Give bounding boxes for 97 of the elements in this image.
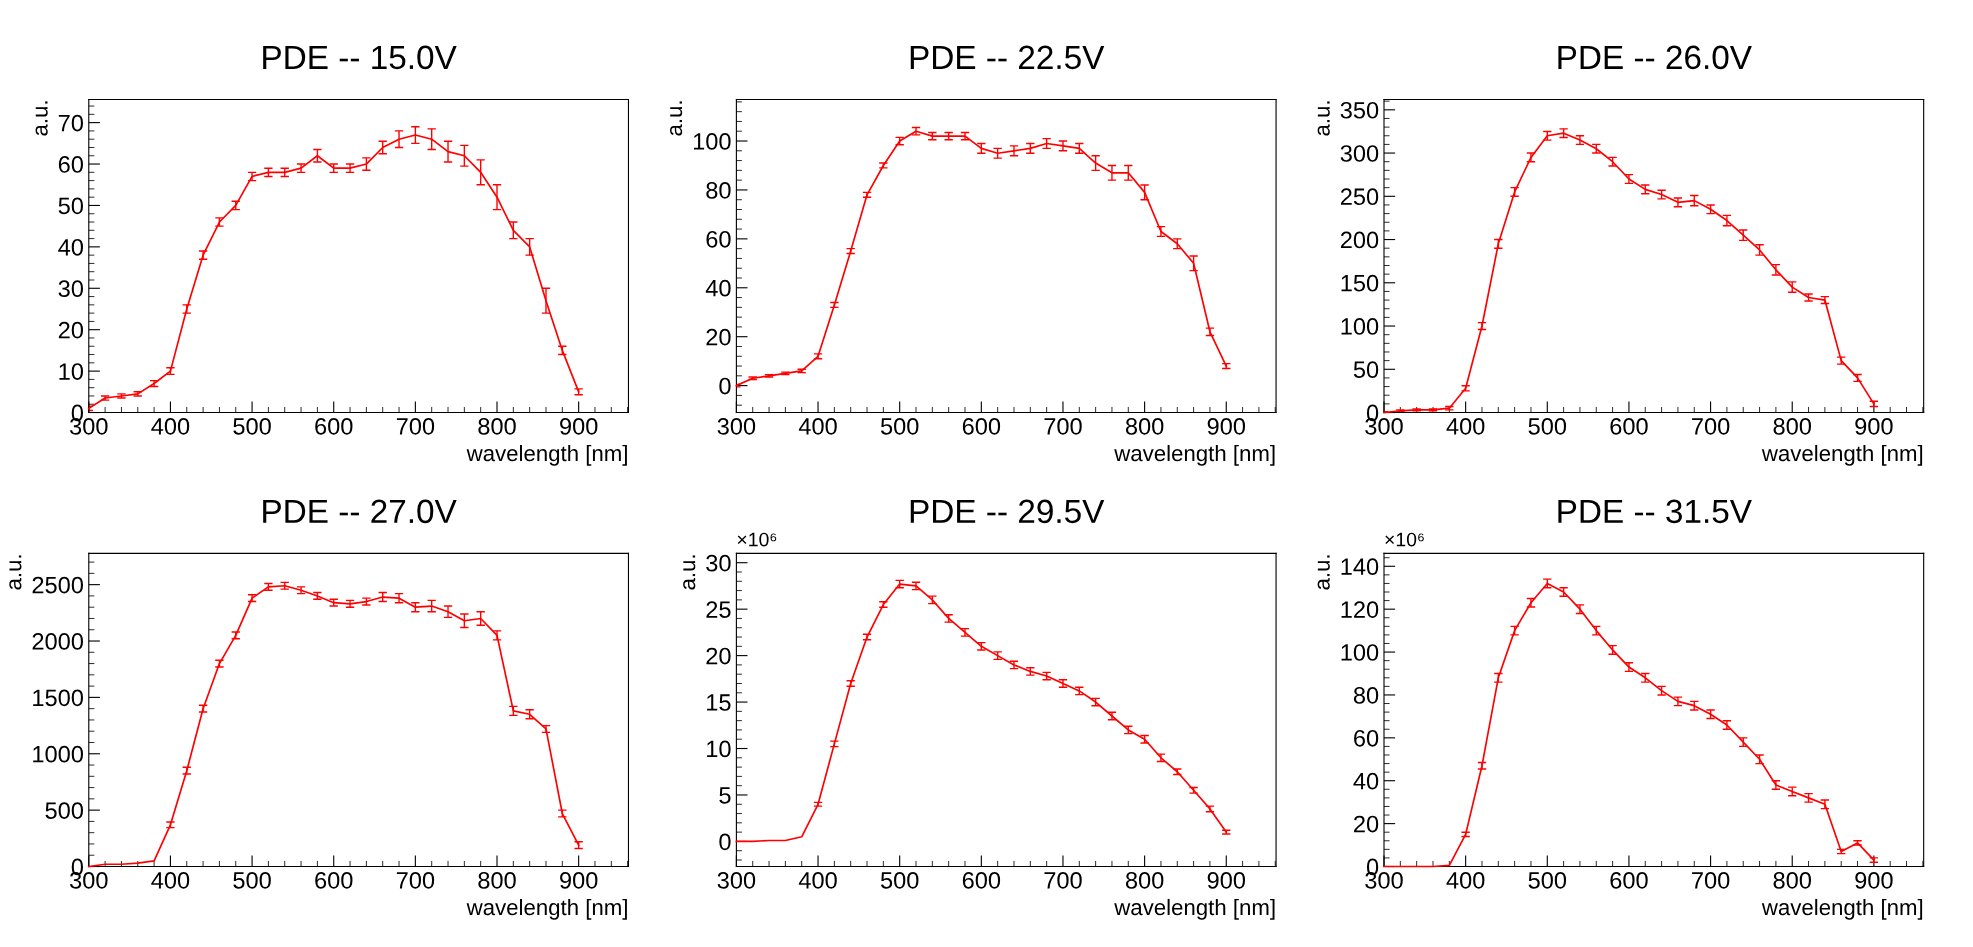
- x-tick-label: 500: [1528, 418, 1567, 435]
- x-tick-label: 900: [560, 871, 598, 889]
- x-tick-label: 700: [1044, 418, 1082, 435]
- x-tick-label: 600: [315, 418, 353, 435]
- y-tick-label: 120: [1341, 601, 1379, 618]
- x-axis-title: wavelength [nm]: [1761, 898, 1923, 920]
- y-tick-label: 100: [1341, 644, 1379, 661]
- y-tick-label: 300: [1340, 145, 1379, 162]
- x-tick-label: 700: [396, 871, 435, 889]
- x-tick-label: 800: [1773, 871, 1811, 889]
- y-tick-label: 2000: [32, 633, 84, 650]
- y-tick-label: 5: [719, 787, 731, 804]
- y-tick-label: 500: [45, 802, 83, 819]
- y-tick-label: 25: [706, 601, 731, 618]
- y-tick-label: 40: [1353, 772, 1379, 790]
- y-tick-label: 250: [1340, 188, 1379, 206]
- x-tick-label: 400: [151, 871, 190, 889]
- x-tick-label: 500: [880, 418, 919, 435]
- y-axis-title: a.u.: [35, 101, 48, 136]
- x-tick-label: 700: [396, 418, 435, 435]
- y-tick-label: 1500: [33, 689, 84, 707]
- x-tick-label: 800: [478, 871, 516, 889]
- chart-title: PDE -- 29.5V: [910, 499, 1105, 524]
- x-tick-label: 700: [1692, 871, 1730, 889]
- chart-title: PDE -- 27.0V: [263, 499, 457, 524]
- x-tick-label: 800: [1125, 871, 1164, 889]
- x-tick-label: 800: [1773, 418, 1811, 435]
- y-tick-label: 30: [58, 280, 83, 298]
- x-axis-title: wavelength [nm]: [1761, 444, 1923, 466]
- y-axis-title: a.u.: [1317, 555, 1330, 590]
- x-axis-title: wavelength [nm]: [466, 444, 627, 466]
- y-tick-label: 60: [706, 230, 731, 248]
- y-tick-label: 70: [58, 114, 83, 132]
- x-tick-label: 700: [1044, 871, 1082, 889]
- x-axis-title: wavelength [nm]: [1114, 444, 1275, 466]
- x-tick-label: 400: [1446, 418, 1485, 435]
- y-tick-label: 100: [1341, 318, 1379, 335]
- y-tick-label: 2500: [32, 576, 84, 594]
- x-tick-label: 800: [478, 418, 516, 435]
- x-tick-label: 600: [962, 871, 1001, 889]
- x-tick-label: 900: [1855, 871, 1893, 889]
- x-tick-label: 400: [1446, 871, 1485, 889]
- chart-title: PDE -- 26.0V: [1558, 45, 1752, 70]
- chart-title: PDE -- 15.0V: [263, 45, 457, 70]
- y-tick-label: 350: [1340, 101, 1379, 119]
- y-tick-label: 10: [707, 740, 731, 758]
- y-tick-label: 140: [1341, 558, 1379, 576]
- x-axis-title: wavelength [nm]: [466, 898, 627, 920]
- y-tick-label: 10: [59, 363, 83, 380]
- x-tick-label: 500: [880, 871, 919, 889]
- x-tick-label: 800: [1125, 418, 1164, 435]
- x-tick-label: 600: [1610, 871, 1648, 889]
- y-axis-title: a.u.: [9, 555, 22, 590]
- y-tick-label: 100: [693, 133, 731, 150]
- y-tick-label: 80: [706, 182, 731, 199]
- y-tick-label: 20: [58, 321, 83, 339]
- y-axis-title: a.u.: [1317, 101, 1330, 136]
- line-series: [87, 584, 580, 868]
- y-tick-label: 1000: [33, 745, 84, 763]
- x-tick-label: 600: [1610, 418, 1648, 435]
- x-tick-label: 700: [1692, 418, 1730, 435]
- text: ×10⁶: [1385, 532, 1424, 547]
- chart-title: PDE -- 31.5V: [1558, 499, 1752, 524]
- x-tick-label: 600: [962, 418, 1001, 435]
- x-tick-label: 400: [798, 871, 837, 889]
- x-tick-label: 500: [233, 418, 271, 435]
- y-tick-label: 20: [1354, 815, 1379, 833]
- x-axis-title: wavelength [nm]: [1114, 898, 1275, 920]
- y-tick-label: 15: [707, 694, 731, 711]
- y-tick-label: 80: [1353, 687, 1379, 704]
- x-tick-label: 900: [1207, 418, 1246, 435]
- text: ×10⁶: [737, 532, 777, 547]
- line-series: [735, 583, 1228, 843]
- x-tick-label: 900: [1855, 418, 1893, 435]
- y-tick-label: 0: [719, 377, 731, 395]
- x-tick-label: 500: [233, 871, 271, 889]
- y-tick-label: 50: [1353, 361, 1379, 379]
- y-tick-label: 0: [719, 833, 731, 851]
- x-tick-label: 600: [315, 871, 353, 889]
- y-tick-label: 50: [58, 197, 83, 215]
- y-axis-title: a.u.: [683, 555, 696, 590]
- x-tick-label: 500: [1528, 871, 1567, 889]
- y-tick-label: 20: [706, 647, 731, 665]
- x-tick-label: 400: [151, 418, 190, 435]
- y-tick-label: 40: [58, 238, 83, 256]
- y-tick-label: 200: [1340, 231, 1379, 249]
- y-tick-label: 20: [706, 328, 731, 346]
- x-tick-label: 900: [1207, 871, 1246, 889]
- chart-title: PDE -- 22.5V: [910, 45, 1105, 70]
- y-tick-label: 150: [1341, 274, 1379, 292]
- y-tick-label: 60: [58, 156, 83, 173]
- y-tick-label: 30: [706, 554, 731, 572]
- y-tick-label: 60: [1354, 729, 1379, 747]
- x-tick-label: 900: [560, 418, 598, 435]
- y-axis-title: a.u.: [670, 101, 683, 136]
- y-tick-label: 40: [705, 279, 731, 297]
- x-tick-label: 400: [798, 418, 837, 435]
